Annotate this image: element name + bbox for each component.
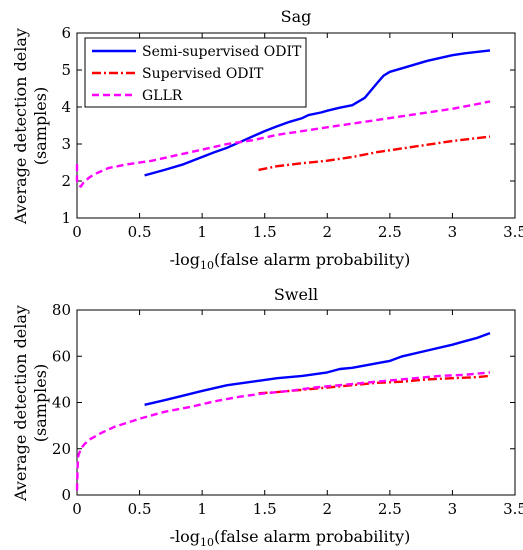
legend-label-gllr: GLLR <box>142 88 183 104</box>
y-tick-label: 1 <box>61 209 71 227</box>
y-axis-label: Average detection delay(samples) <box>11 28 50 225</box>
y-tick-label: 20 <box>52 440 71 458</box>
y-tick-label: 4 <box>61 98 71 116</box>
x-tick-label: 2 <box>323 223 333 241</box>
chart-swell: Swell 0 0.5 1 1.5 2 2.5 3 3.5 0 20 40 60 80 -log10(… <box>11 285 523 549</box>
series-lines <box>75 331 491 491</box>
x-tick-label: 0.5 <box>128 223 152 241</box>
series-line-semi-supervised-odit <box>144 331 491 406</box>
x-tick-label: 2.5 <box>378 500 402 518</box>
x-tick-label: 1.5 <box>253 223 277 241</box>
x-tick-label: 0 <box>72 223 82 241</box>
y-tick-label: 6 <box>61 24 71 42</box>
y-tick-label: 0 <box>61 486 71 504</box>
legend-label-semi-supervised: Semi-supervised ODIT <box>142 44 302 60</box>
y-tick-label: 5 <box>61 61 71 79</box>
y-axis-label: Average detection delay(samples) <box>11 305 50 502</box>
y-tick-label: 60 <box>52 347 71 365</box>
chart-title: Sag <box>281 7 312 26</box>
x-axis-label: -log10(false alarm probability) <box>170 250 411 272</box>
y-tick-label: 2 <box>61 172 71 190</box>
series-lines <box>75 49 491 188</box>
x-ticks: 0 0.5 1 1.5 2 2.5 3 3.5 <box>72 310 523 518</box>
x-tick-label: 3 <box>448 223 458 241</box>
x-tick-label: 2.5 <box>378 223 402 241</box>
y-ticks: 1 2 3 4 5 6 <box>61 24 515 227</box>
series-line-gllr <box>75 371 491 491</box>
series-line-supervised-odit <box>258 135 491 172</box>
x-tick-label: 1.5 <box>253 500 277 518</box>
y-ticks: 0 20 40 60 80 <box>52 301 515 504</box>
x-tick-label: 1 <box>197 500 207 518</box>
y-tick-label: 3 <box>61 135 71 153</box>
x-tick-label: 2 <box>323 500 333 518</box>
chart-sag: Sag 0 0.5 1 1.5 2 2.5 3 3.5 1 2 3 4 5 6 -log10(false… <box>11 7 523 272</box>
y-tick-label: 40 <box>52 394 71 412</box>
series-line-gllr <box>75 100 491 188</box>
x-tick-label: 3.5 <box>503 223 523 241</box>
x-tick-label: 3.5 <box>503 500 523 518</box>
x-ticks: 0 0.5 1 1.5 2 2.5 3 3.5 <box>72 33 523 241</box>
legend: Semi-supervised ODIT Supervised ODIT GLL… <box>84 37 307 108</box>
x-tick-label: 0.5 <box>128 500 152 518</box>
x-tick-label: 1 <box>197 223 207 241</box>
y-tick-label: 80 <box>52 301 71 319</box>
series-line-semi-supervised-odit <box>144 49 491 177</box>
chart-title: Swell <box>274 285 318 304</box>
legend-label-supervised: Supervised ODIT <box>142 66 264 82</box>
plot-area <box>76 309 516 496</box>
x-tick-label: 3 <box>448 500 458 518</box>
x-axis-label: -log10(false alarm probability) <box>170 527 411 549</box>
x-tick-label: 0 <box>72 500 82 518</box>
